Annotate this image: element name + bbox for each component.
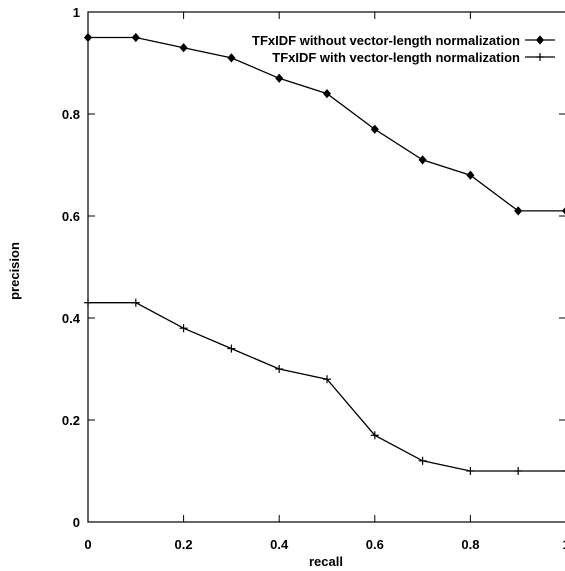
data-point-marker xyxy=(179,43,188,53)
axis-ticks xyxy=(87,11,565,523)
data-point-marker xyxy=(562,470,565,472)
y-tick-label: 0.4 xyxy=(62,311,81,326)
x-tick-label: 0.4 xyxy=(270,537,289,552)
series-layer xyxy=(83,32,565,475)
data-point-marker xyxy=(466,467,475,475)
data-point-marker xyxy=(227,53,236,63)
legend-item: TFxIDF without vector-length normalizati… xyxy=(252,33,555,48)
data-point-marker xyxy=(466,170,475,180)
y-tick-label: 0.2 xyxy=(62,413,80,428)
x-tick-label: 1 xyxy=(562,537,565,552)
legend-marker xyxy=(535,35,545,45)
y-tick-label: 0.6 xyxy=(62,209,80,224)
y-tick-label: 0 xyxy=(73,515,80,530)
y-tick-label: 0.8 xyxy=(62,107,80,122)
x-tick-label: 0 xyxy=(84,537,91,552)
data-point-marker xyxy=(131,298,140,307)
data-point-marker xyxy=(514,467,523,475)
y-tick-label: 1 xyxy=(73,5,80,20)
data-point-marker xyxy=(131,32,140,43)
data-point-marker xyxy=(83,32,93,43)
data-point-marker xyxy=(370,124,379,134)
legend-label: TFxIDF with vector-length normalization xyxy=(272,50,520,65)
data-point-marker xyxy=(227,344,236,353)
series-line xyxy=(88,302,565,472)
x-axis-label: recall xyxy=(309,554,343,569)
data-point-marker xyxy=(84,298,92,307)
legend-marker xyxy=(536,53,544,61)
x-tick-label: 0.2 xyxy=(175,537,193,552)
legend-item: TFxIDF with vector-length normalization xyxy=(272,50,555,65)
legend-label: TFxIDF without vector-length normalizati… xyxy=(252,33,520,48)
data-point-marker xyxy=(275,73,284,83)
data-point-marker xyxy=(322,88,332,99)
series-2 xyxy=(84,298,565,475)
data-point-marker xyxy=(514,206,523,216)
data-point-marker xyxy=(418,456,427,465)
data-point-marker xyxy=(418,155,427,165)
axis-tick-labels: 0 0.2 0.4 0.6 0.8 1 0 0.2 0.4 0.6 0.8 1 xyxy=(62,5,565,552)
x-tick-label: 0.8 xyxy=(461,537,479,552)
x-tick-label: 0.6 xyxy=(366,537,384,552)
data-point-marker xyxy=(561,207,565,215)
y-axis-label: precision xyxy=(7,242,22,300)
data-point-marker xyxy=(370,431,379,440)
data-point-marker xyxy=(179,324,188,333)
legend: TFxIDF without vector-length normalizati… xyxy=(252,33,555,65)
series-1 xyxy=(83,32,565,216)
data-point-marker xyxy=(323,375,331,384)
plot-area-frame xyxy=(87,11,565,523)
data-point-marker xyxy=(275,365,284,373)
